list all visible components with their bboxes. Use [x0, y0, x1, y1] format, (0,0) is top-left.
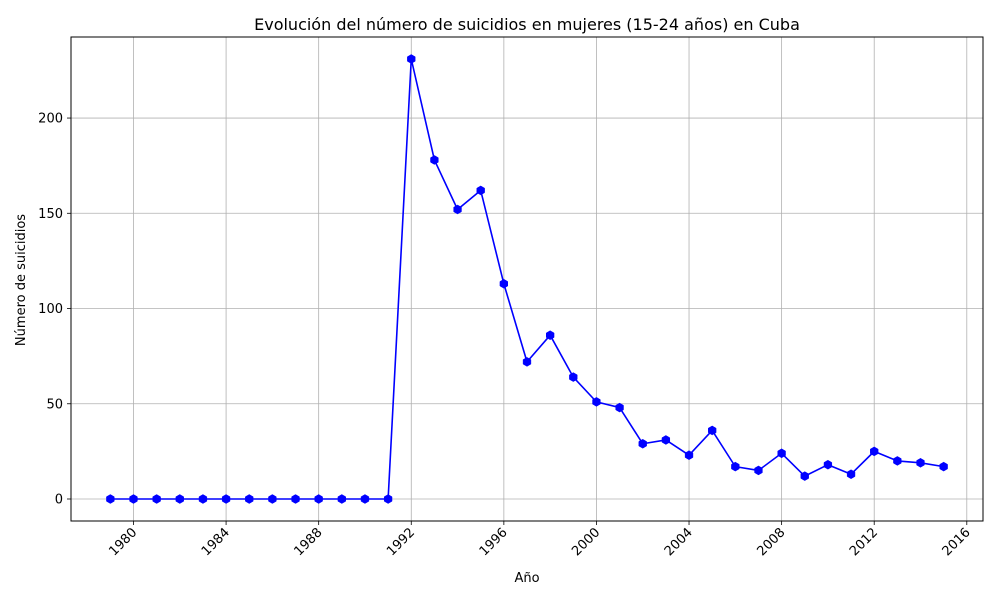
data-point [893, 456, 902, 466]
data-point [731, 461, 740, 472]
data-point [499, 278, 508, 289]
data-point [800, 471, 809, 481]
data-point [129, 494, 138, 504]
data-point [592, 397, 601, 407]
data-point [546, 330, 555, 340]
data-point [939, 461, 948, 472]
x-tick-label: 1980 [106, 525, 140, 559]
y-axis-label: Número de suicidios [14, 214, 29, 346]
x-tick-label: 1992 [384, 525, 418, 559]
data-point [916, 458, 925, 468]
data-point [453, 204, 462, 215]
data-point [245, 494, 254, 504]
data-point [407, 54, 416, 64]
data-point [754, 465, 763, 476]
data-point [522, 357, 532, 367]
data-point [337, 494, 346, 504]
x-tick-label: 2000 [569, 525, 603, 559]
data-point [777, 448, 786, 459]
data-point [175, 494, 184, 504]
data-point [846, 469, 856, 480]
data-point [106, 494, 115, 504]
data-point [360, 494, 370, 504]
x-tick-label: 1984 [199, 525, 233, 559]
y-tick-label: 200 [38, 112, 63, 127]
series-layer [106, 54, 948, 504]
data-point [314, 494, 323, 504]
x-tick-label: 2016 [940, 525, 974, 559]
x-axis-ticks: 1980 1984 1988 1992 1996 2000 2004 2008 2012 2016 [106, 521, 974, 559]
data-point [569, 372, 578, 382]
y-tick-label: 0 [55, 493, 63, 508]
data-point [684, 450, 694, 460]
data-point [152, 494, 161, 504]
y-axis-ticks: 0 50 100 150 200 [38, 112, 71, 508]
x-axis-label: Año [514, 571, 539, 586]
data-point [708, 425, 717, 436]
plot-area-frame [70, 36, 984, 522]
data-point [823, 459, 833, 470]
data-point [221, 494, 231, 504]
x-tick-label: 1988 [291, 525, 325, 559]
data-point [198, 494, 208, 504]
x-tick-label: 2012 [847, 525, 881, 559]
data-point [661, 435, 671, 445]
chart-title: Evolución del número de suicidios en muj… [254, 15, 800, 34]
x-tick-label: 1996 [477, 525, 511, 559]
y-tick-label: 50 [46, 397, 63, 412]
data-point [476, 185, 485, 196]
series-line [110, 58, 944, 500]
data-point [291, 494, 300, 504]
data-point [383, 494, 393, 504]
data-point [430, 155, 439, 165]
y-tick-label: 150 [38, 207, 63, 222]
x-tick-label: 2008 [754, 525, 788, 559]
grid [71, 37, 983, 521]
x-tick-label: 2004 [662, 525, 696, 559]
data-point [870, 446, 879, 457]
data-point [268, 494, 277, 504]
data-point [615, 402, 624, 413]
y-tick-label: 100 [38, 302, 63, 317]
data-point [638, 438, 647, 449]
